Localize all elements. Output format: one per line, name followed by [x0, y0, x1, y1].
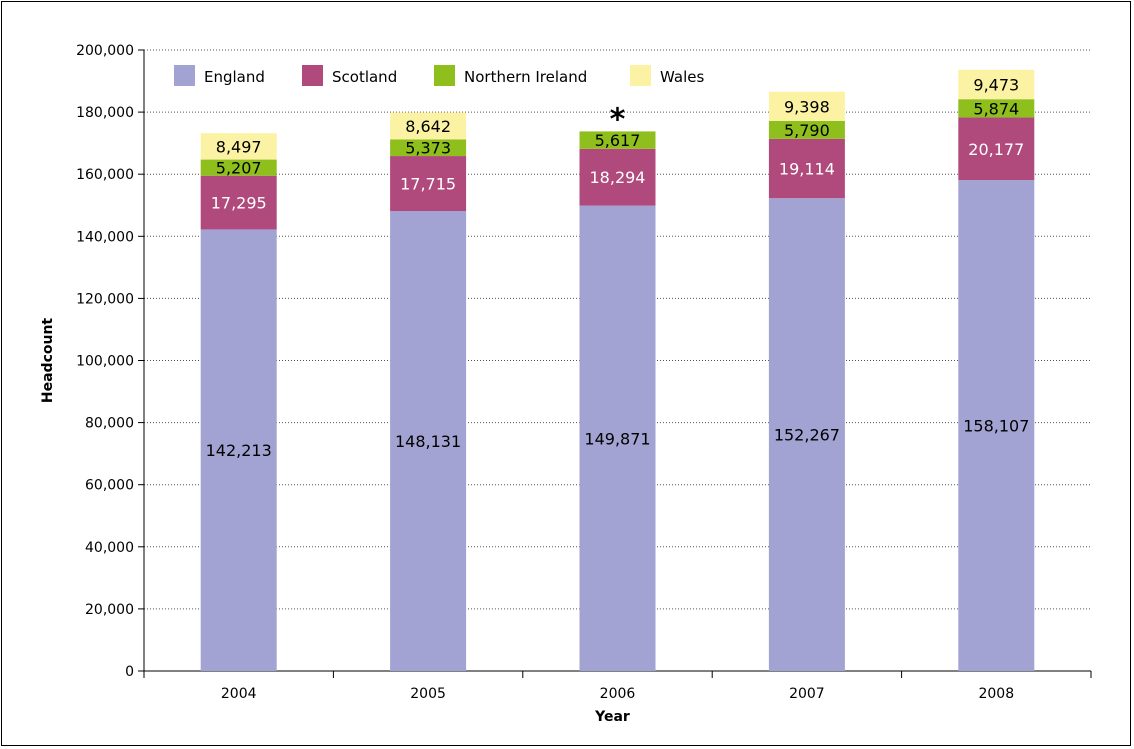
- data-label: 20,177: [968, 140, 1024, 159]
- bar-segment-scotland: [768, 138, 845, 199]
- bar-segment-northern-ireland: [579, 131, 656, 149]
- legend-swatch-scotland: [302, 65, 323, 86]
- asterisk-annotation: *: [610, 102, 626, 137]
- x-tick-label: 2008: [978, 686, 1014, 702]
- data-label: 17,295: [211, 194, 267, 213]
- y-tick-label: 20,000: [85, 602, 134, 618]
- bar-segment-wales: [390, 112, 467, 140]
- bar-segment-england: [958, 180, 1035, 671]
- data-label: 5,373: [405, 139, 451, 158]
- y-tick-label: 40,000: [85, 540, 134, 556]
- bar-segment-scotland: [200, 175, 277, 230]
- data-label: 9,398: [784, 97, 830, 116]
- bar-segment-scotland: [390, 156, 467, 212]
- data-label: 148,131: [395, 432, 461, 451]
- legend-label: Wales: [660, 68, 704, 86]
- data-label: 5,874: [973, 99, 1019, 118]
- data-label: 9,473: [973, 75, 1019, 94]
- y-tick-label: 180,000: [76, 105, 134, 121]
- legend-label: Northern Ireland: [464, 68, 587, 86]
- data-label: 5,790: [784, 121, 830, 140]
- data-label: 18,294: [590, 168, 646, 187]
- bar-segment-northern-ireland: [200, 159, 277, 176]
- data-label: 5,207: [216, 159, 262, 178]
- bar-segment-england: [579, 205, 656, 671]
- bar-segment-england: [200, 229, 277, 671]
- y-tick-label: 200,000: [76, 43, 134, 59]
- bar-segment-northern-ireland: [768, 120, 845, 139]
- data-label: 142,213: [206, 441, 272, 460]
- data-label: 19,114: [779, 160, 835, 179]
- y-tick-label: 60,000: [85, 478, 134, 494]
- bar-segment-wales: [958, 69, 1035, 100]
- data-label: 8,497: [216, 137, 262, 156]
- bar-segment-scotland: [958, 117, 1035, 181]
- y-tick-label: 160,000: [76, 167, 134, 183]
- legend-label: Scotland: [332, 68, 397, 86]
- bar-segment-northern-ireland: [390, 139, 467, 157]
- legend-swatch-northern-ireland: [434, 65, 455, 86]
- bar-segment-wales: [200, 133, 277, 160]
- x-tick-label: 2005: [410, 686, 446, 702]
- bar-segment-england: [768, 198, 845, 671]
- x-tick-label: 2006: [600, 686, 636, 702]
- data-label: 8,642: [405, 117, 451, 136]
- y-tick-label: 100,000: [76, 354, 134, 370]
- y-tick-label: 80,000: [85, 416, 134, 432]
- data-label: 158,107: [963, 417, 1029, 436]
- bar-segment-england: [390, 211, 467, 672]
- data-label: 149,871: [584, 429, 650, 448]
- y-tick-label: 0: [125, 664, 134, 680]
- bar-segment-northern-ireland: [958, 99, 1035, 118]
- data-label: 152,267: [774, 426, 840, 445]
- bar-segment-wales: [768, 91, 845, 121]
- data-label: 5,617: [595, 131, 641, 150]
- y-axis-title: Headcount: [40, 318, 56, 404]
- legend-swatch-wales: [630, 65, 651, 86]
- x-tick-label: 2007: [789, 686, 825, 702]
- y-tick-label: 120,000: [76, 291, 134, 307]
- x-axis-title: Year: [594, 709, 630, 725]
- x-tick-label: 2004: [221, 686, 257, 702]
- y-tick-label: 140,000: [76, 229, 134, 245]
- bar-segment-scotland: [579, 148, 656, 206]
- legend-swatch-england: [174, 65, 195, 86]
- legend-label: England: [204, 68, 265, 86]
- data-label: 17,715: [400, 175, 456, 194]
